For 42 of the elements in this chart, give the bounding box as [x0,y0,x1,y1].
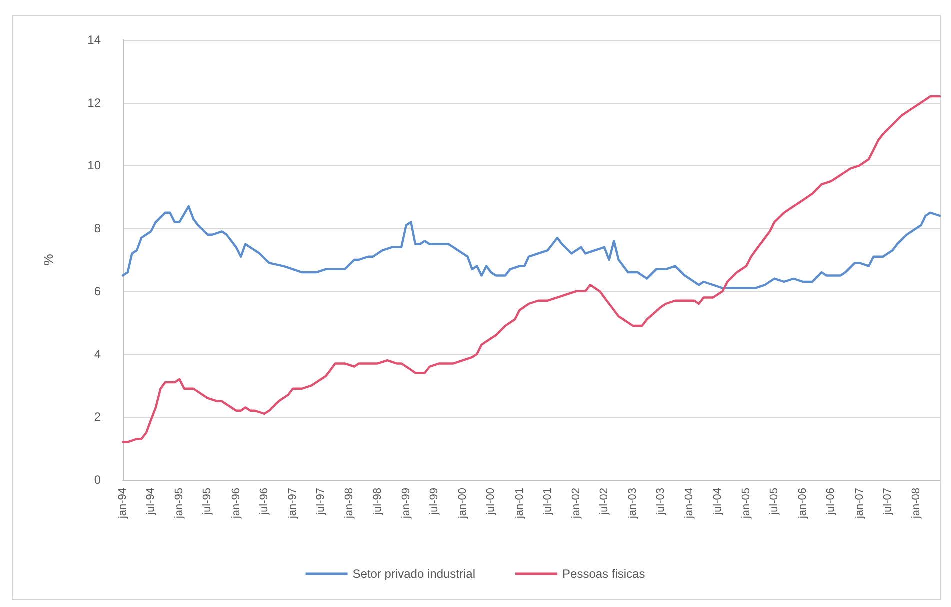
y-tick-label: 6 [94,284,102,298]
x-tick-label: jan-05 [740,488,752,520]
legend-label: Setor privado industrial [352,567,476,581]
x-tick-label: jul-03 [655,488,668,516]
x-tick-label: jan-07 [854,488,866,520]
x-tick-label: jan-94 [117,488,129,520]
x-tick-label: jul-96 [258,488,271,516]
x-tick-label: jan-97 [287,488,300,520]
x-tick-label: jul-05 [768,488,781,516]
y-tick-label: 8 [94,222,102,236]
y-tick-label: 0 [94,473,102,487]
y-axis-title: % [41,254,56,266]
x-tick-label: jul-06 [825,488,838,516]
y-tick-label: 14 [88,33,102,47]
x-tick-label: jan-04 [684,488,696,520]
x-tick-label: jan-98 [344,488,356,520]
x-tick-label: jul-94 [145,488,158,516]
y-tick-label: 10 [88,158,102,173]
x-tick-label: jan-03 [627,488,640,520]
x-tick-label: jul-95 [202,488,214,516]
x-tick-label: jul-00 [485,488,498,516]
x-tick-label: jan-99 [400,488,412,520]
x-tick-label: jul-99 [428,488,440,516]
x-tick-label: jan-06 [797,488,810,520]
x-tick-label: jul-02 [598,488,611,516]
line-series [122,205,942,290]
legend-label: Pessoas fisicas [562,567,646,581]
x-tick-label: jan-96 [230,488,242,520]
x-tick-label: jul-01 [542,488,554,516]
y-tick-label: 2 [94,410,102,424]
x-tick-label: jul-07 [882,488,894,516]
x-tick-label: jan-02 [570,488,582,520]
y-tick-label: 4 [94,347,102,362]
y-tick-label: 12 [88,96,102,110]
x-tick-label: jul-97 [315,488,328,516]
x-tick-label: jan-00 [456,488,469,520]
x-tick-label: jul-04 [712,488,724,516]
x-tick-label: jan-95 [174,488,186,520]
x-tick-label: jan-08 [910,488,922,520]
x-tick-label: jan-01 [514,488,526,520]
line-series [122,95,942,444]
x-tick-label: jul-98 [372,488,384,516]
